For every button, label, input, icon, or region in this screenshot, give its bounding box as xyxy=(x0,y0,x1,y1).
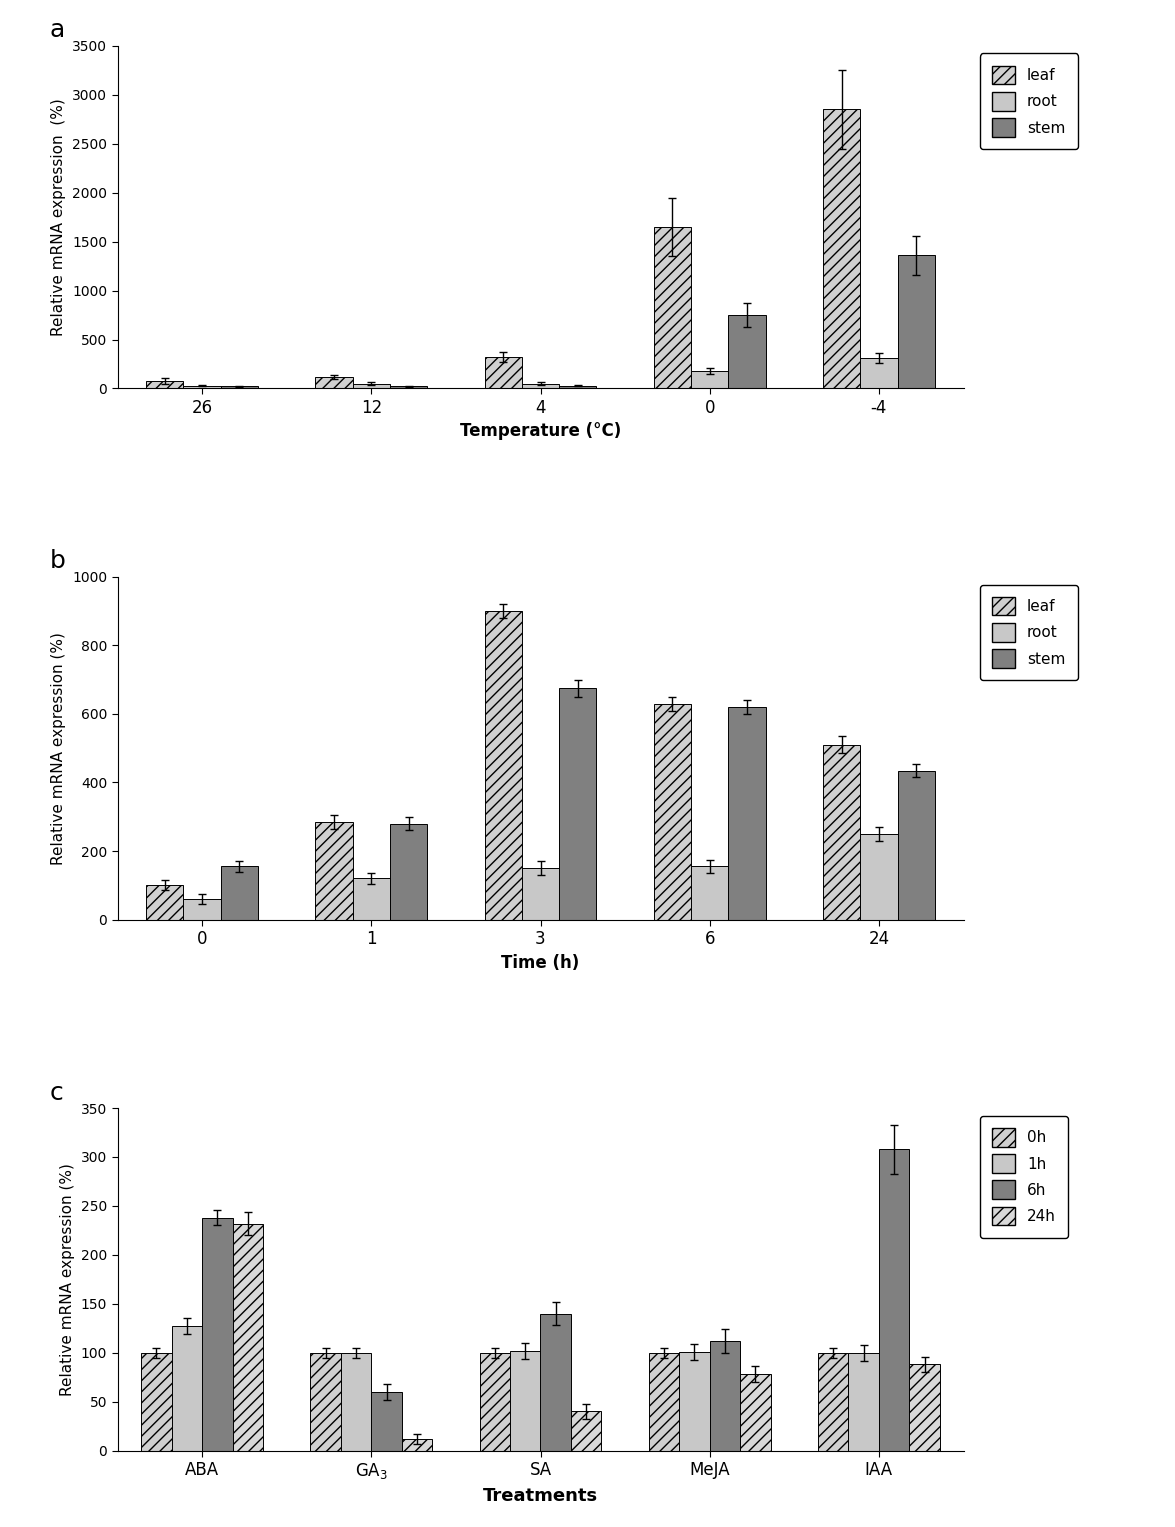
Bar xyxy=(822,110,860,388)
Bar xyxy=(352,878,390,919)
Bar xyxy=(315,377,352,388)
Bar xyxy=(653,228,691,388)
Bar xyxy=(571,1411,602,1451)
Bar xyxy=(818,1353,848,1451)
Bar xyxy=(728,707,766,919)
Bar xyxy=(233,1223,263,1451)
X-axis label: Treatments: Treatments xyxy=(483,1487,598,1504)
Text: c: c xyxy=(49,1081,63,1104)
Legend: leaf, root, stem: leaf, root, stem xyxy=(980,585,1077,680)
X-axis label: Temperature (°C): Temperature (°C) xyxy=(459,423,622,440)
Bar xyxy=(183,899,221,919)
Bar xyxy=(146,380,183,388)
Bar xyxy=(310,1353,341,1451)
Bar xyxy=(484,611,522,919)
Bar xyxy=(848,1353,879,1451)
Bar xyxy=(341,1353,371,1451)
Text: b: b xyxy=(49,550,66,574)
Bar xyxy=(691,866,728,919)
Y-axis label: Relative mRNA expression (%): Relative mRNA expression (%) xyxy=(60,1164,75,1396)
Bar xyxy=(183,385,221,388)
Bar xyxy=(371,1393,402,1451)
Bar xyxy=(484,357,522,388)
Bar xyxy=(146,886,183,919)
Bar xyxy=(202,1217,233,1451)
Bar xyxy=(390,823,428,919)
Bar xyxy=(649,1353,679,1451)
Bar xyxy=(522,383,559,388)
Bar xyxy=(390,386,428,388)
Bar xyxy=(740,1374,771,1451)
Bar xyxy=(860,359,898,388)
Bar xyxy=(559,689,597,919)
Bar xyxy=(172,1327,202,1451)
X-axis label: Time (h): Time (h) xyxy=(502,953,579,971)
Bar xyxy=(510,1351,540,1451)
Bar xyxy=(898,255,935,388)
Text: a: a xyxy=(49,18,65,43)
Bar xyxy=(402,1438,432,1451)
Bar xyxy=(728,315,766,388)
Bar xyxy=(479,1353,510,1451)
Bar xyxy=(141,1353,172,1451)
Bar xyxy=(559,385,597,388)
Bar xyxy=(679,1351,710,1451)
Legend: 0h, 1h, 6h, 24h: 0h, 1h, 6h, 24h xyxy=(980,1116,1068,1237)
Bar xyxy=(909,1365,940,1451)
Bar xyxy=(653,704,691,919)
Bar xyxy=(352,383,390,388)
Bar xyxy=(691,371,728,388)
Bar xyxy=(860,834,898,919)
Bar xyxy=(315,822,352,919)
Bar xyxy=(879,1150,909,1451)
Bar xyxy=(522,869,559,919)
Y-axis label: Relative mRNA expression (%): Relative mRNA expression (%) xyxy=(52,632,67,864)
Bar xyxy=(540,1313,571,1451)
Bar xyxy=(221,866,258,919)
Bar xyxy=(710,1341,740,1451)
Bar xyxy=(822,745,860,919)
Bar xyxy=(898,771,935,919)
Bar xyxy=(221,386,258,388)
Legend: leaf, root, stem: leaf, root, stem xyxy=(980,53,1077,150)
Y-axis label: Relative mRNA expression  (%): Relative mRNA expression (%) xyxy=(52,98,67,336)
